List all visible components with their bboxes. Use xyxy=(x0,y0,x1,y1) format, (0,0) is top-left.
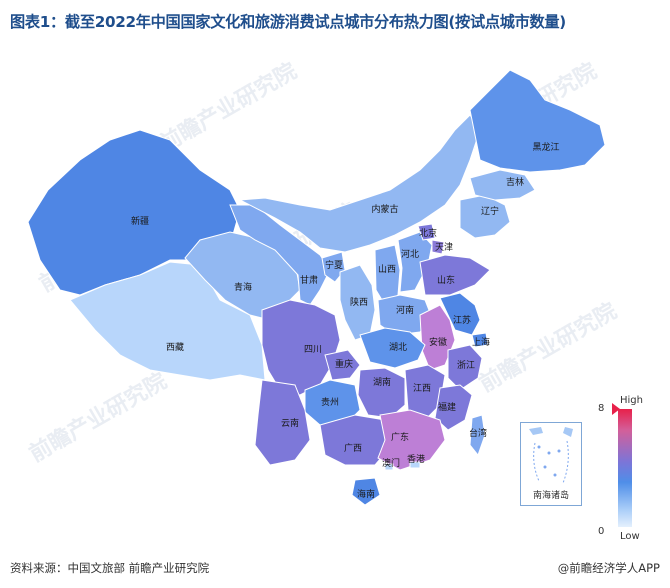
province-label: 宁夏 xyxy=(325,259,343,271)
province-region xyxy=(471,332,489,348)
province-label: 云南 xyxy=(281,417,299,429)
province-label: 江苏 xyxy=(453,314,471,326)
province-region xyxy=(184,231,301,321)
province-label: 陕西 xyxy=(350,296,368,308)
province-label: 安徽 xyxy=(429,336,447,348)
province-region xyxy=(357,367,406,419)
legend-high-label: High xyxy=(620,395,643,406)
province-label: 上海 xyxy=(472,336,490,348)
province-label: 湖北 xyxy=(389,342,407,353)
province-label: 辽宁 xyxy=(481,205,499,217)
province-label: 重庆 xyxy=(335,358,353,370)
province-region xyxy=(431,239,445,255)
province-label: 甘肃 xyxy=(300,274,318,286)
province-region xyxy=(417,223,436,241)
province-label: 福建 xyxy=(438,401,456,413)
province-region xyxy=(229,204,331,306)
province-region xyxy=(439,292,481,336)
legend-low-label: Low xyxy=(620,531,640,542)
legend-max-value: 8 xyxy=(598,403,605,414)
province-label: 河南 xyxy=(396,304,414,316)
province-label: 湖南 xyxy=(373,376,391,388)
province-label: 内蒙古 xyxy=(371,203,398,215)
province-label: 澳门 xyxy=(382,457,400,469)
province-label: 青海 xyxy=(234,281,252,293)
province-label: 山西 xyxy=(378,264,396,275)
province-label: 广西 xyxy=(344,442,362,454)
province-region xyxy=(351,477,381,506)
province-label: 吉林 xyxy=(506,176,524,188)
source-note: 资料来源：中国文旅部 前瞻产业研究院 xyxy=(10,561,210,575)
province-region xyxy=(377,409,446,471)
province-region xyxy=(27,129,241,296)
brand-credit: @前瞻经济学人APP xyxy=(557,561,660,575)
province-region xyxy=(324,349,361,381)
province-region xyxy=(447,344,483,391)
province-label: 江西 xyxy=(413,383,431,394)
province-region xyxy=(419,254,491,296)
province-label: 西藏 xyxy=(166,341,184,353)
province-label: 新疆 xyxy=(131,215,149,227)
province-region xyxy=(254,379,311,466)
inset-islands xyxy=(529,427,573,484)
chart-title: 图表1：截至2022年中国国家文化和旅游消费试点城市分布热力图(按试点城市数量) xyxy=(10,13,566,31)
legend-gradient-bar xyxy=(618,409,632,527)
province-label: 浙江 xyxy=(457,359,475,371)
heat-legend: High 8 0 Low xyxy=(598,395,658,545)
province-region xyxy=(469,69,606,173)
province-region xyxy=(261,299,341,396)
province-label: 天津 xyxy=(435,242,453,253)
province-label: 北京 xyxy=(419,227,437,239)
province-label: 黑龙江 xyxy=(532,141,559,153)
province-label: 广东 xyxy=(391,431,409,443)
province-label: 香港 xyxy=(407,453,425,465)
province-label: 台湾 xyxy=(469,427,487,439)
legend-min-value: 0 xyxy=(598,526,605,537)
province-region xyxy=(69,261,266,381)
province-region xyxy=(384,463,394,471)
inset-label: 南海诸岛 xyxy=(532,491,569,501)
province-region xyxy=(469,169,536,201)
province-region xyxy=(409,461,421,469)
china-map: 新疆西藏 青海 甘肃 内蒙古宁夏陕西 山西 河北 北京天津 辽宁 吉林 黑龙江山东河南江苏 安徽 上海… xyxy=(0,40,670,555)
province-region xyxy=(469,414,486,457)
province-label: 河北 xyxy=(401,248,419,260)
province-label: 海南 xyxy=(357,488,375,500)
province-label: 贵州 xyxy=(321,396,339,408)
province-region xyxy=(359,327,426,369)
legend-pointer-icon xyxy=(612,403,620,415)
south-china-sea-inset: 南海诸岛 xyxy=(520,422,582,506)
province-region xyxy=(238,114,481,253)
province-label: 山东 xyxy=(437,274,455,286)
province-label: 四川 xyxy=(304,345,322,355)
